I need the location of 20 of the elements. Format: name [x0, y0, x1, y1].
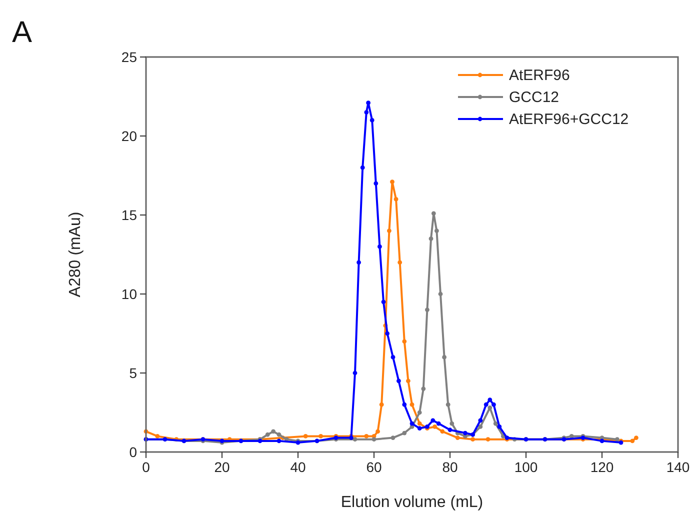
x-tick-label: 20	[214, 459, 230, 475]
x-tick-label: 80	[442, 459, 458, 475]
y-tick-label: 25	[121, 49, 138, 65]
y-tick-label: 10	[121, 286, 138, 302]
legend-label: AtERF96	[509, 67, 570, 84]
legend-label: GCC12	[509, 89, 560, 106]
text: A	[12, 16, 32, 49]
x-tick-label: 60	[366, 459, 382, 475]
y-tick-label: 0	[129, 444, 138, 460]
x-axis-title: Elution volume (mL)	[340, 494, 484, 511]
y-tick-label: 15	[121, 207, 138, 223]
x-tick-label: 120	[590, 459, 614, 475]
y-axis-title: A280 (mAu)	[67, 212, 84, 298]
legend-label: AtERF96+GCC12	[509, 111, 629, 128]
x-tick-label: 140	[666, 459, 690, 475]
y-tick-label: 20	[121, 128, 138, 144]
x-tick-label: 100	[514, 459, 538, 475]
y-tick-label: 5	[129, 365, 138, 381]
x-tick-label: 40	[290, 459, 306, 475]
x-tick-label: 0	[142, 459, 150, 475]
